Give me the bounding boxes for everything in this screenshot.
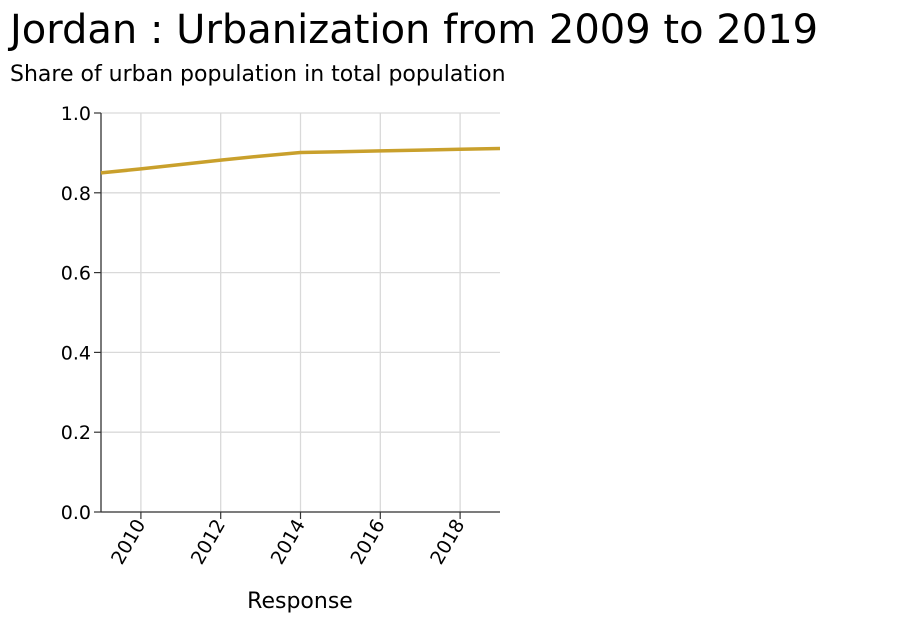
x-tick-label: 2012 <box>187 516 230 569</box>
y-tick-label: 0.4 <box>61 342 91 364</box>
x-tick-label: 2016 <box>346 516 389 569</box>
y-tick-label: 0.6 <box>61 263 91 285</box>
series-line-0 <box>100 146 501 175</box>
series-lines <box>100 146 501 175</box>
y-tick-label: 0.0 <box>61 502 91 524</box>
x-tick-label: 2010 <box>107 516 150 569</box>
y-tick-label: 0.8 <box>61 183 91 205</box>
x-tick-label: 2014 <box>267 516 310 569</box>
tick-labels: 0.0 0.2 0.4 0.6 0.8 1.0 2010 2012 2014 2016 2018 <box>61 103 470 568</box>
axes <box>94 112 500 519</box>
y-tick-label: 1.0 <box>61 103 91 125</box>
chart-subtitle: Share of urban population in total popul… <box>10 62 506 87</box>
grid <box>101 112 500 513</box>
chart-title: Jordan : Urbanization from 2009 to 2019 <box>10 7 819 53</box>
x-tick-label: 2018 <box>426 516 469 569</box>
x-axis-label: Response <box>247 589 353 614</box>
y-tick-label: 0.2 <box>61 422 91 444</box>
